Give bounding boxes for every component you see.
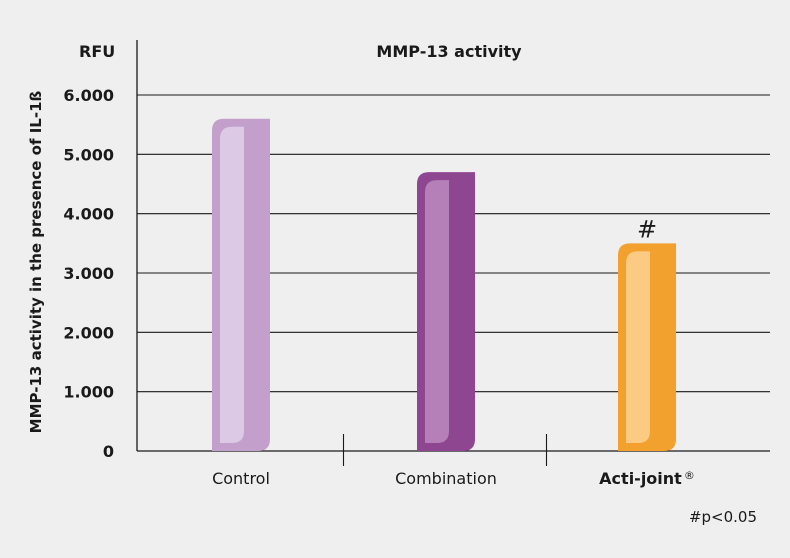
y-tick-labels: 0 1.000 2.000 3.000 4.000 5.000 6.000 <box>63 86 114 461</box>
significance-marker: # <box>637 215 657 243</box>
bar-highlight <box>626 251 650 443</box>
y-tick-label: 5.000 <box>63 145 114 164</box>
y-tick-label: 1.000 <box>63 383 114 402</box>
y-tick-label: 3.000 <box>63 264 114 283</box>
y-axis-title: MMP-13 activity in the presence of IL-1ß <box>27 90 45 433</box>
bar-highlight <box>220 126 244 443</box>
annotations: # <box>637 215 657 243</box>
bar-combination <box>417 172 475 451</box>
category-labels: Control Combination Acti-joint ® <box>212 469 695 488</box>
category-label: Combination <box>395 469 497 488</box>
y-tick-label: 2.000 <box>63 323 114 342</box>
y-tick-label: 6.000 <box>63 86 114 105</box>
bar-highlight <box>425 180 449 443</box>
y-unit-label: RFU <box>79 42 115 61</box>
significance-footnote: #p<0.05 <box>689 508 757 526</box>
bars <box>212 118 676 451</box>
y-tick-label: 4.000 <box>63 205 114 224</box>
bar-acti-joint <box>618 243 676 451</box>
category-label: Control <box>212 469 270 488</box>
chart-title: MMP-13 activity <box>376 42 522 61</box>
category-label: Acti-joint ® <box>599 469 695 488</box>
category-separators <box>342 434 548 466</box>
y-tick-label: 0 <box>103 442 114 461</box>
bar-control <box>212 118 270 451</box>
